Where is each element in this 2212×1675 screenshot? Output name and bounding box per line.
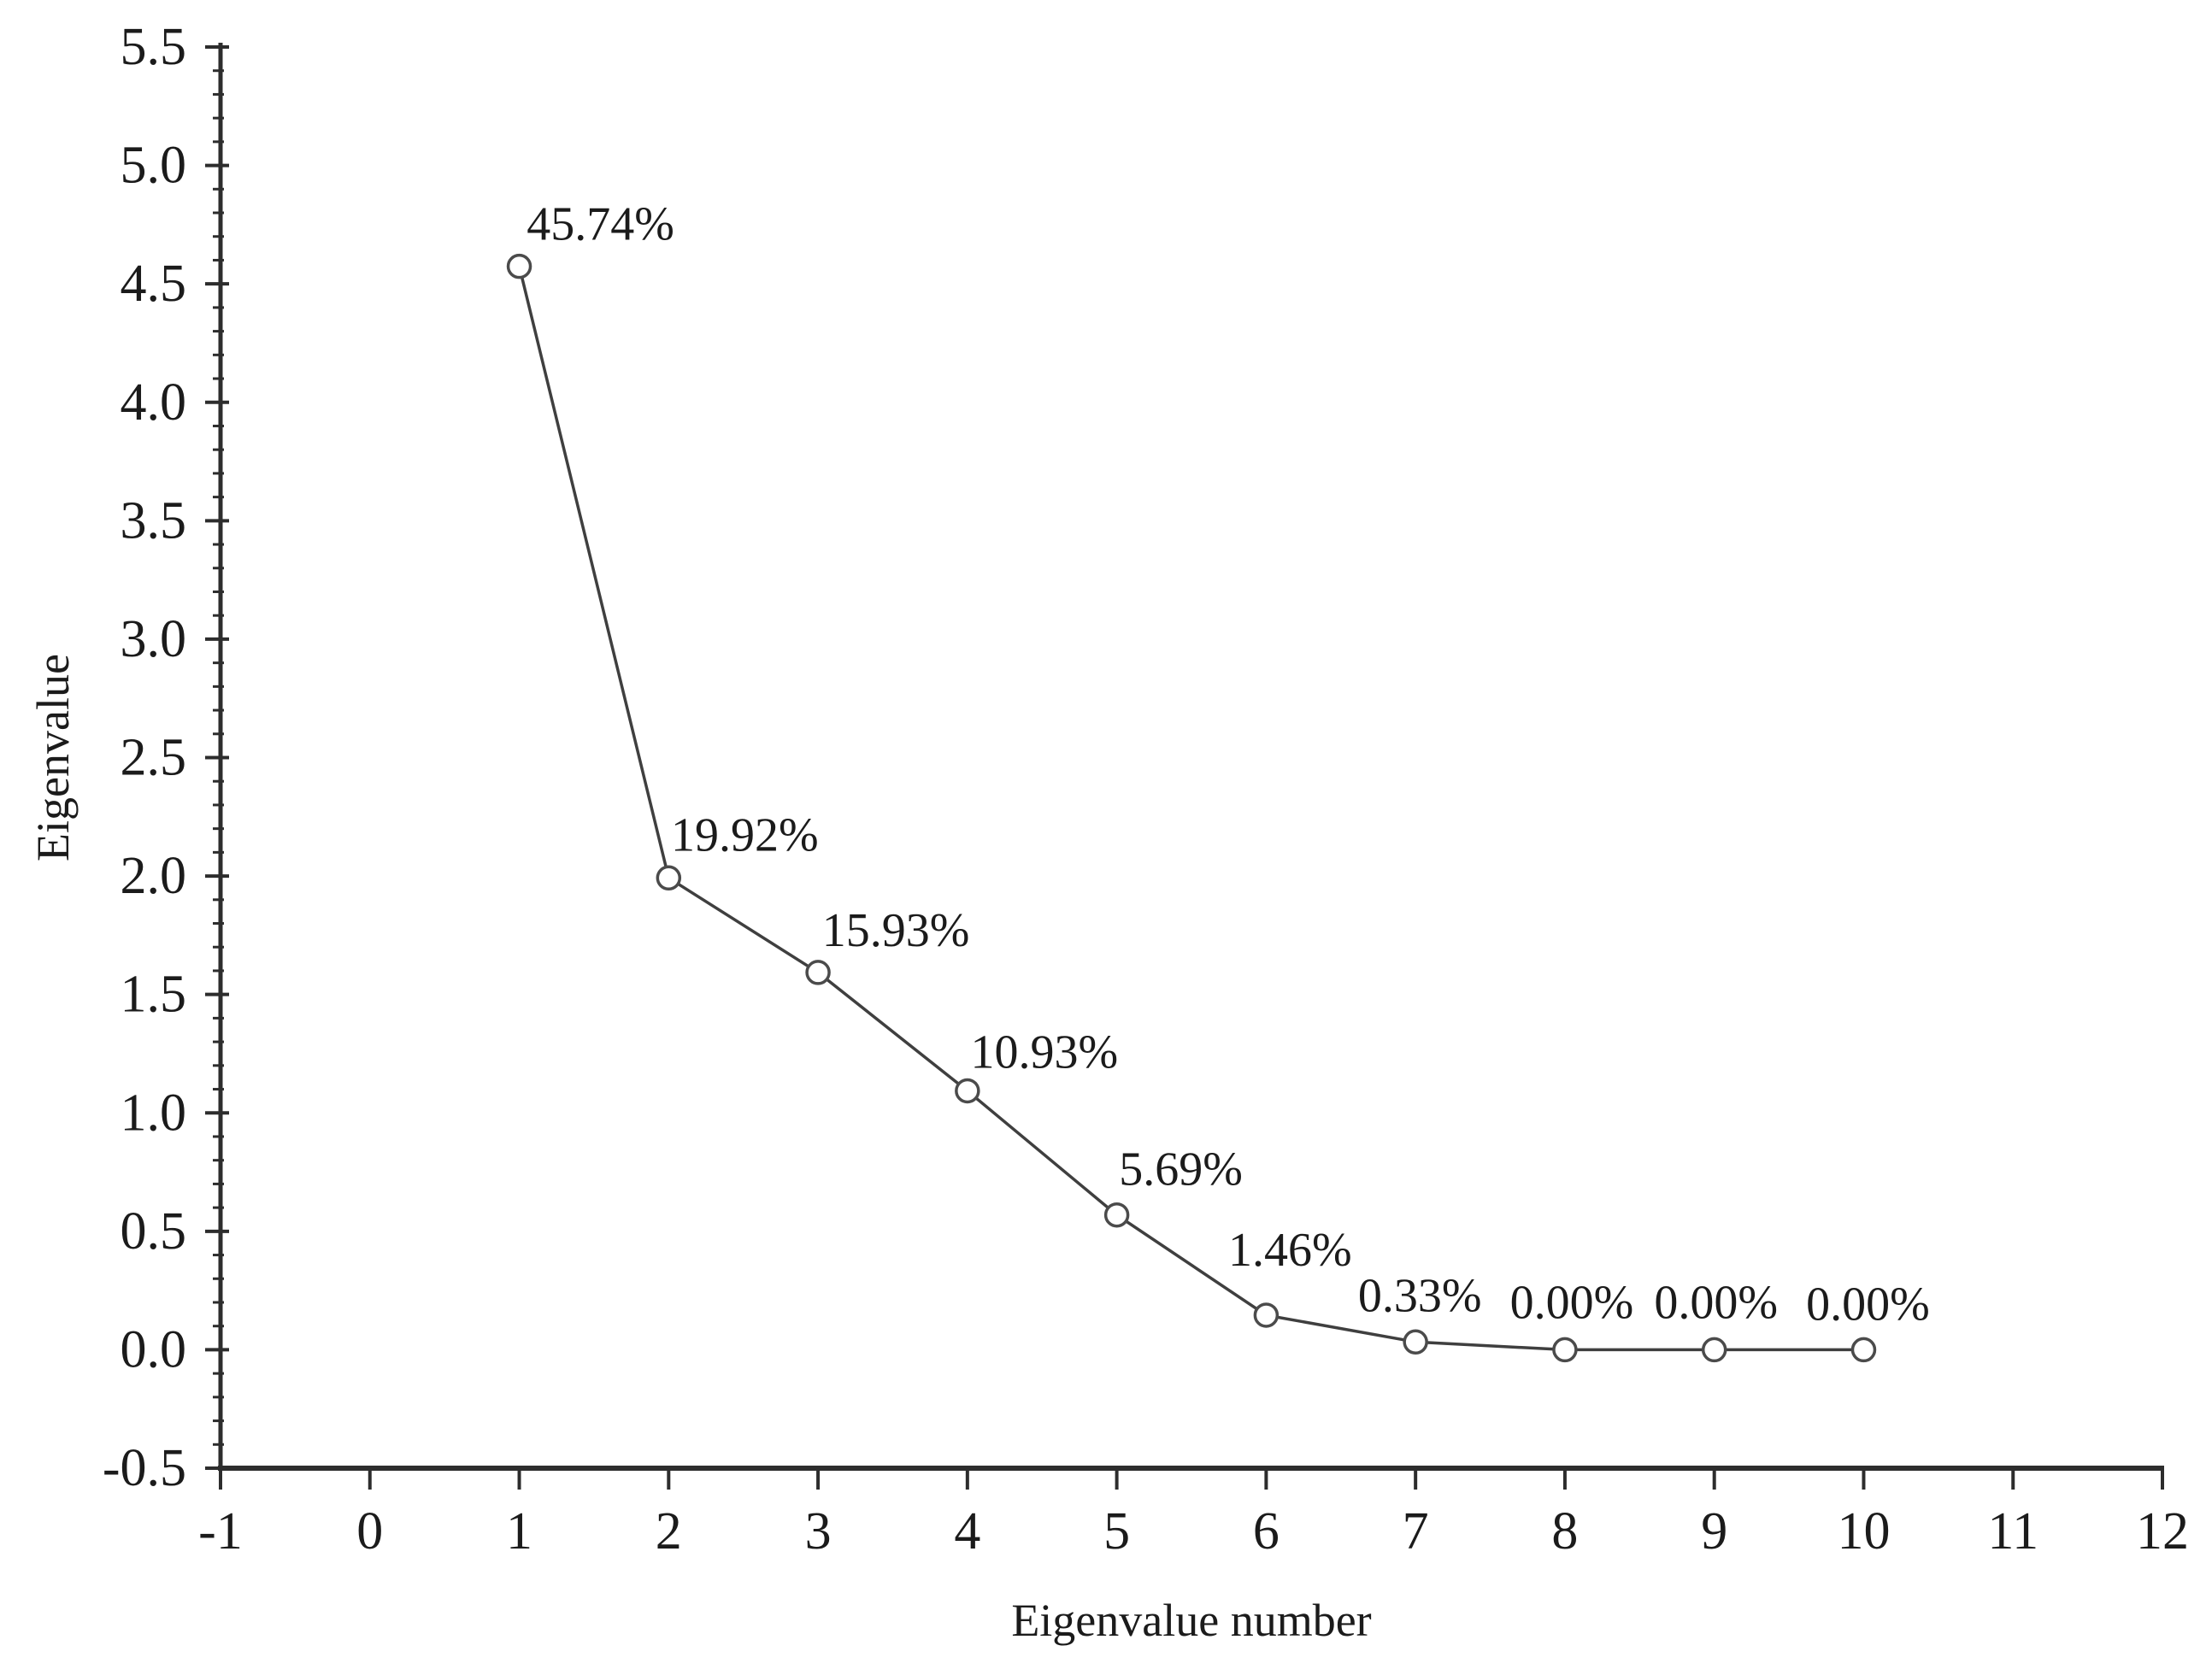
y-axis-tick-label: 0.0 xyxy=(121,1320,187,1378)
x-axis-tick-label: -1 xyxy=(198,1502,243,1560)
x-axis-tick-label: 10 xyxy=(1837,1502,1890,1560)
y-axis-title: Eigenvalue xyxy=(27,654,79,861)
x-axis-tick-label: 1 xyxy=(506,1502,532,1560)
x-axis-tick-label: 4 xyxy=(954,1502,980,1560)
y-axis-tick-label: 2.0 xyxy=(121,847,187,905)
data-point-label: 0.00% xyxy=(1510,1276,1634,1329)
y-axis-tick-label: -0.5 xyxy=(103,1439,186,1497)
data-point-label: 0.00% xyxy=(1654,1276,1778,1329)
data-point-label: 10.93% xyxy=(971,1026,1119,1078)
data-point-label: 0.33% xyxy=(1358,1269,1482,1322)
x-axis-tick-label: 3 xyxy=(805,1502,832,1560)
y-axis-tick-label: 1.0 xyxy=(121,1084,187,1142)
x-axis-tick-label: 8 xyxy=(1551,1502,1578,1560)
x-axis-tick-label: 0 xyxy=(356,1502,383,1560)
data-point-marker xyxy=(1253,1302,1280,1328)
data-point-marker xyxy=(1850,1337,1877,1363)
x-axis-tick-label: 6 xyxy=(1253,1502,1280,1560)
data-point-label: 1.46% xyxy=(1228,1224,1352,1277)
data-point-marker xyxy=(1103,1202,1130,1228)
data-point-marker xyxy=(805,960,831,985)
x-axis-tick-label: 12 xyxy=(2136,1502,2189,1560)
data-point-marker xyxy=(955,1078,980,1104)
data-point-label: 15.93% xyxy=(822,904,970,957)
y-axis-tick-label: 5.0 xyxy=(121,137,187,195)
x-axis-tick-label: 7 xyxy=(1403,1502,1429,1560)
data-point-label: 19.92% xyxy=(671,808,819,861)
y-axis-tick-label: 2.5 xyxy=(121,729,187,787)
y-axis-tick-label: 3.5 xyxy=(121,491,187,550)
x-axis-title: Eigenvalue number xyxy=(1011,1595,1371,1646)
data-point-marker xyxy=(656,865,682,891)
data-point-label: 0.00% xyxy=(1806,1278,1930,1331)
data-point-label: 5.69% xyxy=(1119,1143,1243,1196)
data-point-marker xyxy=(1552,1337,1578,1363)
x-axis-tick-label: 2 xyxy=(656,1502,682,1560)
x-axis-tick-label: 11 xyxy=(1987,1502,2038,1560)
y-axis-tick-label: 4.5 xyxy=(121,255,187,313)
series-line xyxy=(517,266,1864,1352)
y-axis-tick-label: 4.0 xyxy=(121,373,187,432)
y-axis-tick-label: 3.0 xyxy=(121,610,187,668)
data-point-label: 45.74% xyxy=(527,198,674,251)
x-axis-tick-label: 5 xyxy=(1103,1502,1130,1560)
y-axis-tick-label: 0.5 xyxy=(121,1202,187,1261)
data-point-marker xyxy=(1403,1329,1428,1355)
data-point-marker xyxy=(506,253,532,279)
x-axis-tick-label: 9 xyxy=(1701,1502,1727,1560)
y-axis-tick-label: 1.5 xyxy=(121,966,187,1024)
y-axis-tick-label: 5.5 xyxy=(121,18,187,76)
data-point-marker xyxy=(1701,1337,1727,1363)
